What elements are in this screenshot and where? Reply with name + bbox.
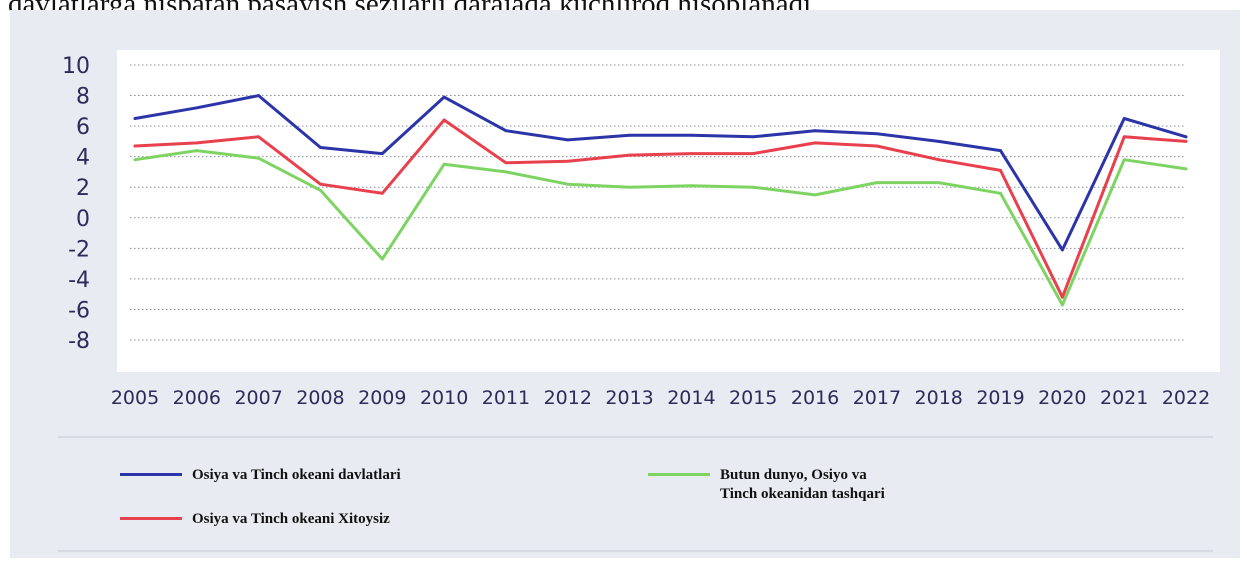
legend-swatch-world-ex-asia — [648, 473, 710, 476]
legend-item-asia-pacific: Osiya va Tinch okeani davlatlari — [120, 466, 401, 485]
data-point — [257, 135, 261, 139]
data-point — [566, 159, 570, 163]
legend-divider-top — [58, 436, 1213, 438]
legend-swatch-asia-pacific-ex-china — [120, 517, 182, 520]
data-point — [195, 141, 199, 145]
y-tick-label: 6 — [76, 115, 90, 140]
data-point — [380, 257, 384, 261]
x-tick-label: 2009 — [358, 387, 406, 409]
data-point — [813, 193, 817, 197]
data-point — [690, 152, 693, 156]
data-point — [195, 106, 199, 110]
data-point — [319, 188, 322, 192]
data-point — [566, 138, 570, 142]
data-point — [1060, 303, 1064, 307]
data-point — [380, 191, 384, 195]
data-point — [442, 95, 446, 99]
y-tick-label: -2 — [68, 237, 90, 262]
data-point — [813, 141, 817, 145]
y-tick-label: -6 — [68, 298, 90, 323]
legend-divider-bottom — [58, 550, 1213, 552]
chart-panel — [10, 10, 1240, 558]
data-point — [999, 191, 1002, 195]
y-tick-label: 10 — [62, 54, 90, 79]
data-point — [133, 144, 137, 148]
data-point — [1184, 135, 1188, 139]
data-point — [1122, 117, 1126, 120]
data-point — [442, 162, 446, 166]
data-point — [937, 181, 941, 185]
data-point — [875, 181, 879, 185]
series-line-0 — [133, 94, 1188, 252]
legend-label-world-ex-asia: Butun dunyo, Osiyo va Tinch okeanidan ta… — [720, 467, 885, 502]
legend-swatch-asia-pacific — [120, 473, 182, 476]
data-point — [319, 146, 322, 149]
data-point — [875, 144, 879, 148]
x-tick-label: 2012 — [544, 387, 592, 409]
data-point — [690, 133, 693, 137]
legend-label-asia-pacific-ex-china: Osiya va Tinch okeani Xitoysiz — [192, 511, 390, 527]
legend-item-asia-pacific-ex-china: Osiya va Tinch okeani Xitoysiz — [120, 510, 390, 529]
x-tick-label: 2010 — [420, 387, 468, 409]
y-tick-label: 0 — [76, 207, 90, 232]
x-tick-label: 2017 — [853, 387, 901, 409]
data-point — [566, 182, 570, 186]
x-tick-label: 2016 — [791, 387, 839, 409]
data-point — [442, 118, 446, 122]
data-point — [937, 139, 941, 143]
data-point — [628, 133, 631, 137]
data-point — [628, 153, 631, 157]
data-point — [999, 149, 1002, 152]
x-tick-label: 2021 — [1100, 387, 1148, 409]
data-point — [1060, 248, 1064, 252]
y-tick-label: -4 — [68, 268, 90, 293]
x-tick-label: 2006 — [173, 387, 221, 409]
data-point — [751, 135, 755, 139]
legend-item-world-ex-asia: Butun dunyo, Osiyo va Tinch okeanidan ta… — [648, 466, 885, 504]
data-point — [628, 185, 631, 189]
data-point — [133, 158, 137, 162]
series-line-1 — [133, 118, 1188, 299]
x-tick-label: 2022 — [1162, 387, 1210, 409]
data-point — [751, 152, 755, 156]
data-point — [504, 129, 508, 133]
data-point — [1060, 295, 1064, 299]
data-point — [751, 185, 755, 189]
x-tick-label: 2019 — [976, 387, 1024, 409]
data-point — [319, 182, 322, 186]
x-tick-label: 2011 — [482, 387, 530, 409]
data-point — [690, 184, 693, 188]
series-line-2 — [133, 149, 1188, 307]
data-point — [195, 149, 199, 152]
y-tick-label: 8 — [76, 85, 90, 110]
x-tick-label: 2008 — [296, 387, 344, 409]
y-tick-label: 4 — [76, 146, 90, 171]
x-tick-label: 2007 — [234, 387, 282, 409]
x-tick-label: 2020 — [1038, 387, 1086, 409]
y-tick-label: -8 — [68, 329, 90, 354]
data-point — [257, 94, 261, 97]
x-tick-label: 2018 — [915, 387, 963, 409]
data-point — [813, 129, 817, 133]
legend-label-asia-pacific: Osiya va Tinch okeani davlatlari — [192, 467, 401, 483]
data-point — [504, 161, 508, 165]
data-point — [504, 170, 508, 174]
y-tick-label: 2 — [76, 176, 90, 201]
data-point — [1184, 139, 1188, 143]
plot-area — [117, 50, 1220, 372]
x-tick-label: 2014 — [667, 387, 715, 409]
data-point — [257, 156, 261, 160]
x-tick-label: 2005 — [111, 387, 159, 409]
x-tick-label: 2013 — [605, 387, 653, 409]
data-point — [133, 117, 137, 120]
data-point — [380, 152, 384, 156]
data-point — [999, 169, 1002, 172]
data-point — [1122, 158, 1126, 162]
data-point — [1122, 135, 1126, 139]
data-point — [1184, 167, 1188, 171]
data-point — [937, 158, 941, 162]
x-tick-label: 2015 — [729, 387, 777, 409]
data-point — [875, 132, 879, 136]
